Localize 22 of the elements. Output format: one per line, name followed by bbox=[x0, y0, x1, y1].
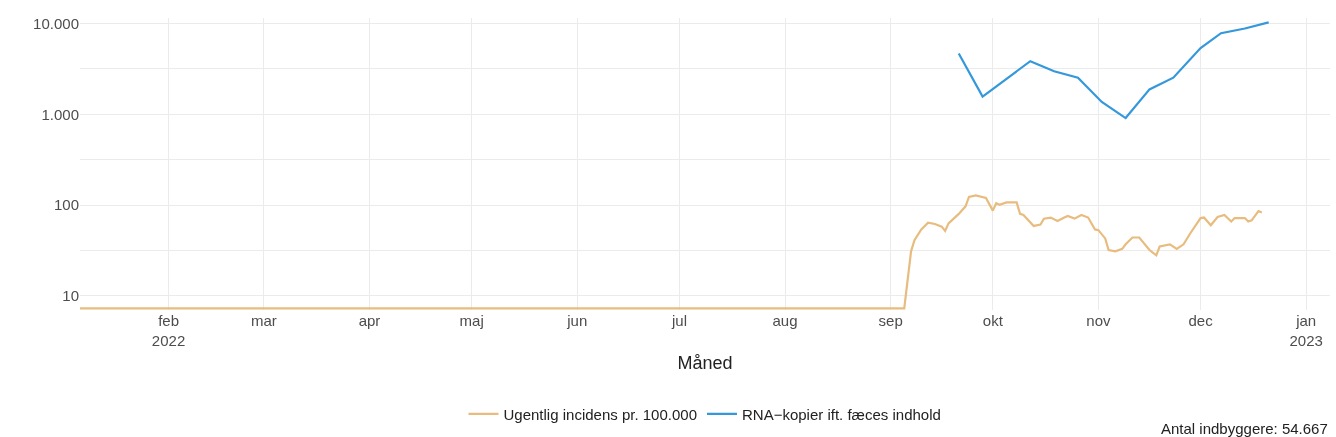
legend-label: RNA−kopier ift. fæces indhold bbox=[741, 405, 941, 423]
y-tick-label: 10.000 bbox=[33, 14, 79, 32]
x-tick-label: dec bbox=[1188, 312, 1214, 329]
line-series bbox=[957, 21, 1270, 120]
x-tick-label: jun bbox=[566, 312, 588, 329]
x-tick-label: okt bbox=[982, 312, 1004, 329]
x-tick-label: sep bbox=[878, 312, 903, 329]
x-tick-label: feb 2022 bbox=[151, 312, 186, 349]
x-tick-label: apr bbox=[358, 312, 381, 329]
x-tick-label: maj bbox=[459, 312, 484, 329]
x-tick-label: jul bbox=[670, 312, 687, 329]
line-series bbox=[80, 194, 1263, 310]
y-tick-label: 100 bbox=[53, 196, 79, 214]
x-tick-label: nov bbox=[1086, 312, 1111, 329]
x-tick-label: jan 2023 bbox=[1289, 312, 1323, 349]
legend-label: Ugentlig incidens pr. 100.000 bbox=[503, 405, 697, 423]
text: Antal indbyggere: 54.667 bbox=[1161, 420, 1328, 437]
x-tick-label: aug bbox=[772, 312, 798, 329]
y-tick-label: 1.000 bbox=[41, 105, 79, 123]
x-tick-label: mar bbox=[251, 312, 277, 329]
x-axis-title: Måned bbox=[677, 352, 733, 373]
y-tick-label: 10 bbox=[62, 287, 79, 305]
